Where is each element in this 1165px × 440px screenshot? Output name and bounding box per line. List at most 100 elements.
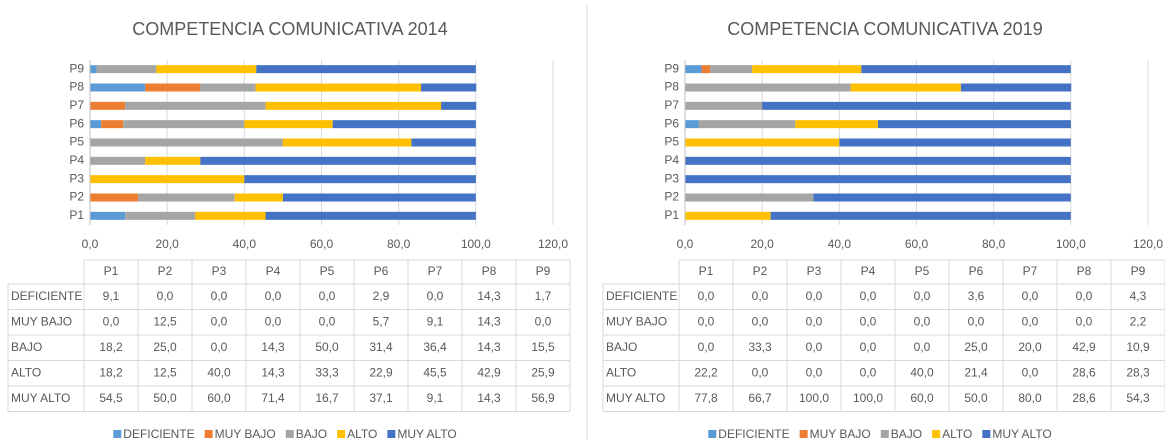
- legend-swatch: [337, 430, 346, 438]
- bar-segment: [411, 138, 476, 147]
- bar-segment: [156, 65, 257, 74]
- x-tick-label: 100,0: [1056, 237, 1086, 251]
- y-tick-label: P9: [69, 61, 84, 75]
- table-cell: 14,3: [477, 289, 501, 303]
- bar-segment: [770, 211, 1071, 220]
- bar-segment: [685, 156, 1071, 165]
- table-cell: 0,0: [860, 314, 877, 328]
- table-row-label: ALTO: [606, 365, 636, 379]
- bar-segment: [125, 211, 196, 220]
- table-header: P2: [753, 264, 768, 278]
- bar-segment: [101, 120, 124, 129]
- bar-segment: [123, 120, 245, 129]
- table-cell: 9,1: [427, 391, 444, 405]
- x-tick-label: 20,0: [750, 237, 774, 251]
- bar-segment: [90, 156, 146, 165]
- table-cell: 14,3: [477, 391, 501, 405]
- y-tick-label: P2: [69, 190, 84, 204]
- table-cell: 54,3: [1126, 391, 1150, 405]
- table-cell: 3,6: [968, 289, 985, 303]
- bar-segment: [685, 65, 702, 74]
- bar-segment: [960, 83, 1072, 92]
- table-row-label: BAJO: [606, 340, 637, 354]
- bar-segment: [685, 120, 699, 129]
- table-header: P4: [861, 264, 876, 278]
- legend-label: DEFICIENTE: [123, 427, 194, 440]
- table-header: P9: [536, 264, 551, 278]
- bar-segment: [698, 120, 796, 129]
- legend-swatch: [880, 430, 889, 438]
- table-row-label: MUY ALTO: [11, 391, 70, 405]
- bar-segment: [90, 211, 126, 220]
- table-cell: 0,0: [211, 289, 228, 303]
- bar-segment: [90, 175, 245, 184]
- table-row-label: DEFICIENTE: [11, 289, 82, 303]
- bar-segment: [265, 211, 476, 220]
- chart-title: COMPETENCIA COMUNICATIVA 2014: [132, 19, 447, 39]
- table-cell: 14,3: [261, 340, 285, 354]
- chart-title: COMPETENCIA COMUNICATIVA 2019: [727, 19, 1042, 39]
- table-cell: 60,0: [207, 391, 231, 405]
- bar-segment: [145, 156, 201, 165]
- legend-swatch: [932, 430, 941, 438]
- table-cell: 0,0: [211, 314, 228, 328]
- bar-segment: [200, 83, 256, 92]
- table-cell: 31,4: [369, 340, 393, 354]
- bar-segment: [795, 120, 878, 129]
- legend-swatch: [708, 430, 717, 438]
- table-cell: 0,0: [265, 314, 282, 328]
- bar-segment: [762, 101, 1071, 110]
- bar-segment: [710, 65, 753, 74]
- legend-swatch: [204, 430, 213, 438]
- table-header: P3: [212, 264, 227, 278]
- y-tick-label: P7: [664, 98, 679, 112]
- bar-segment: [244, 120, 333, 129]
- table-cell: 15,5: [531, 340, 555, 354]
- y-tick-label: P7: [69, 98, 84, 112]
- y-tick-label: P2: [664, 190, 679, 204]
- legend-label: BAJO: [296, 427, 327, 440]
- table-row-label: BAJO: [11, 340, 42, 354]
- y-tick-label: P5: [664, 135, 679, 149]
- y-tick-label: P3: [664, 171, 679, 185]
- x-tick-label: 0,0: [82, 237, 99, 251]
- table-cell: 33,3: [748, 340, 772, 354]
- bar-segment: [685, 211, 771, 220]
- legend-label: DEFICIENTE: [718, 427, 789, 440]
- table-cell: 25,0: [153, 340, 177, 354]
- x-tick-label: 120,0: [1133, 237, 1163, 251]
- legend-label: MUY BAJO: [215, 427, 276, 440]
- table-cell: 77,8: [694, 391, 718, 405]
- bar-segment: [701, 65, 711, 74]
- bar-segment: [861, 65, 1071, 74]
- table-cell: 0,0: [427, 289, 444, 303]
- y-tick-label: P1: [664, 208, 679, 222]
- table-cell: 0,0: [319, 289, 336, 303]
- table-header: P5: [320, 264, 335, 278]
- table-cell: 40,0: [910, 365, 934, 379]
- table-cell: 14,3: [477, 340, 501, 354]
- table-cell: 0,0: [1022, 289, 1039, 303]
- legend-swatch: [285, 430, 294, 438]
- bar-segment: [195, 211, 266, 220]
- table-row-label: MUY BAJO: [11, 314, 72, 328]
- table-cell: 50,0: [315, 340, 339, 354]
- table-cell: 42,9: [1072, 340, 1096, 354]
- table-cell: 10,9: [1126, 340, 1150, 354]
- table-cell: 0,0: [265, 289, 282, 303]
- bar-segment: [90, 83, 146, 92]
- table-cell: 2,2: [1130, 314, 1147, 328]
- x-tick-label: 0,0: [677, 237, 694, 251]
- table-cell: 4,3: [1130, 289, 1147, 303]
- table-cell: 0,0: [968, 314, 985, 328]
- bar-segment: [90, 193, 139, 202]
- table-header: P1: [699, 264, 714, 278]
- bar-segment: [685, 193, 814, 202]
- x-tick-label: 20,0: [155, 237, 179, 251]
- table-cell: 42,9: [477, 365, 501, 379]
- table-cell: 0,0: [806, 365, 823, 379]
- table-cell: 0,0: [806, 289, 823, 303]
- bar-segment: [877, 120, 1071, 129]
- table-cell: 0,0: [103, 314, 120, 328]
